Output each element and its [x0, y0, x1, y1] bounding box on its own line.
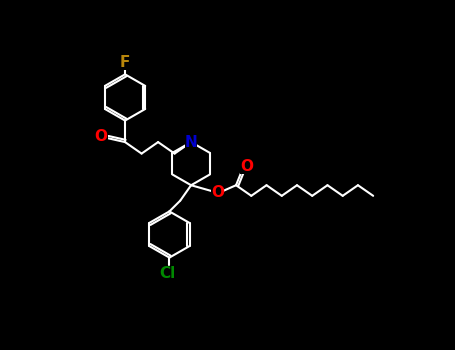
Text: F: F [120, 55, 130, 70]
Text: O: O [240, 159, 253, 174]
Text: O: O [95, 129, 107, 144]
Text: Cl: Cl [160, 266, 176, 280]
Text: O: O [211, 185, 224, 200]
Text: N: N [185, 135, 197, 149]
